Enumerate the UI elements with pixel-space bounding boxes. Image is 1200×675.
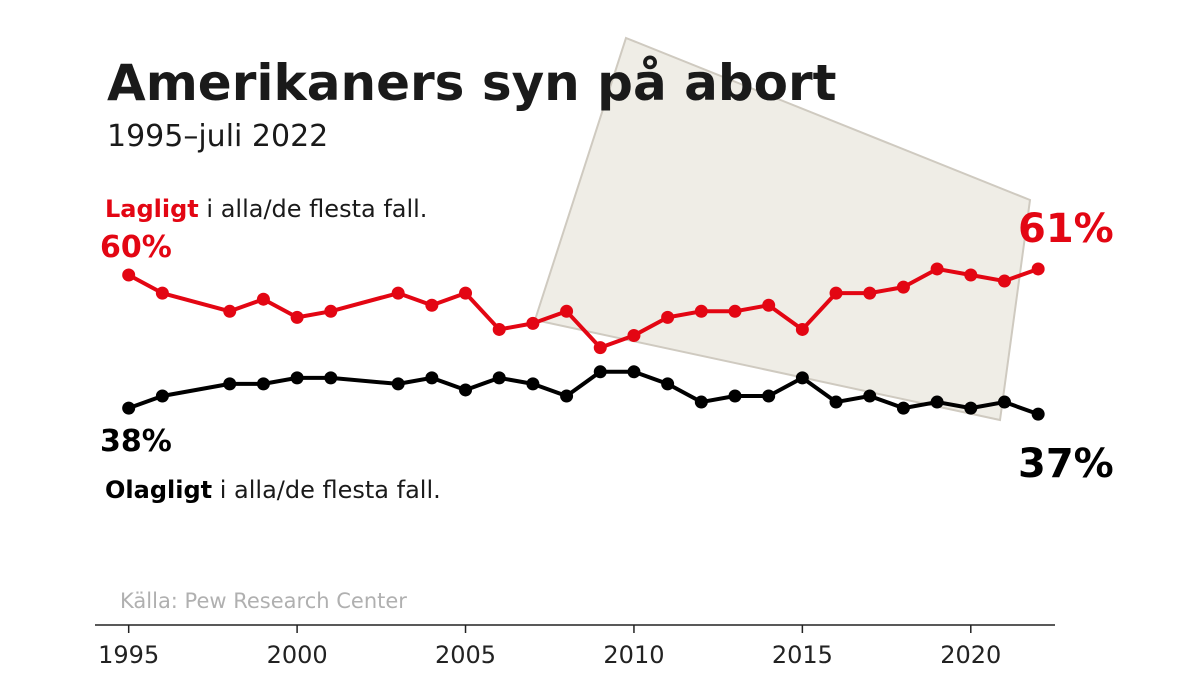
- data-point: [930, 395, 944, 409]
- data-point: [560, 389, 574, 403]
- data-point: [627, 365, 641, 379]
- data-point: [223, 304, 237, 318]
- data-point: [762, 389, 776, 403]
- background-sign: [533, 36, 1032, 422]
- data-point: [863, 286, 877, 300]
- data-point: [762, 298, 776, 312]
- x-tick-label: 2020: [940, 641, 1001, 669]
- legend-entry: Olagligt i alla/de flesta fall.: [105, 476, 441, 504]
- data-point: [155, 286, 169, 300]
- x-tick-label: 2015: [772, 641, 833, 669]
- data-point: [425, 371, 439, 385]
- data-point: [560, 304, 574, 318]
- data-point: [391, 377, 405, 391]
- value-label: 60%: [100, 230, 172, 265]
- data-point: [964, 268, 978, 282]
- data-point: [492, 371, 506, 385]
- data-point: [256, 292, 270, 306]
- value-label: 61%: [1018, 206, 1114, 252]
- data-point: [829, 286, 843, 300]
- data-point: [290, 310, 304, 324]
- data-point: [526, 316, 540, 330]
- x-tick-label: 2010: [603, 641, 664, 669]
- data-point: [290, 371, 304, 385]
- data-point: [492, 322, 506, 336]
- data-point: [425, 298, 439, 312]
- data-point: [459, 286, 473, 300]
- x-tick-label: 2005: [435, 641, 496, 669]
- data-point: [324, 304, 338, 318]
- data-point: [728, 389, 742, 403]
- data-point: [896, 280, 910, 294]
- data-point: [997, 395, 1011, 409]
- data-point: [863, 389, 877, 403]
- data-point: [391, 286, 405, 300]
- data-point: [795, 322, 809, 336]
- legend-suffix: i alla/de flesta fall.: [220, 476, 441, 504]
- data-point: [728, 304, 742, 318]
- value-label: 38%: [100, 424, 172, 459]
- legend-entry: Lagligt i alla/de flesta fall.: [105, 195, 427, 223]
- data-point: [694, 395, 708, 409]
- legend-suffix: i alla/de flesta fall.: [206, 195, 427, 223]
- data-point: [593, 341, 607, 355]
- data-point: [997, 274, 1011, 288]
- data-point: [896, 401, 910, 415]
- data-point: [1031, 262, 1045, 276]
- x-tick-label: 1995: [98, 641, 159, 669]
- data-point: [459, 383, 473, 397]
- data-point: [661, 310, 675, 324]
- data-point: [930, 262, 944, 276]
- data-point: [526, 377, 540, 391]
- data-point: [694, 304, 708, 318]
- data-point: [661, 377, 675, 391]
- legend-name: Olagligt: [105, 476, 212, 504]
- data-point: [122, 401, 136, 415]
- data-point: [155, 389, 169, 403]
- data-point: [964, 401, 978, 415]
- data-point: [795, 371, 809, 385]
- data-point: [223, 377, 237, 391]
- value-label: 37%: [1018, 441, 1114, 487]
- data-point: [593, 365, 607, 379]
- data-point: [829, 395, 843, 409]
- data-point: [256, 377, 270, 391]
- data-point: [627, 329, 641, 342]
- chart-subtitle: 1995–juli 2022: [107, 119, 328, 154]
- x-tick-label: 2000: [267, 641, 328, 669]
- data-point: [122, 268, 136, 282]
- data-point: [1031, 407, 1045, 421]
- source-note: Källa: Pew Research Center: [120, 589, 407, 613]
- legend-name: Lagligt: [105, 195, 199, 223]
- chart-title: Amerikaners syn på abort: [107, 54, 837, 112]
- data-point: [324, 371, 338, 385]
